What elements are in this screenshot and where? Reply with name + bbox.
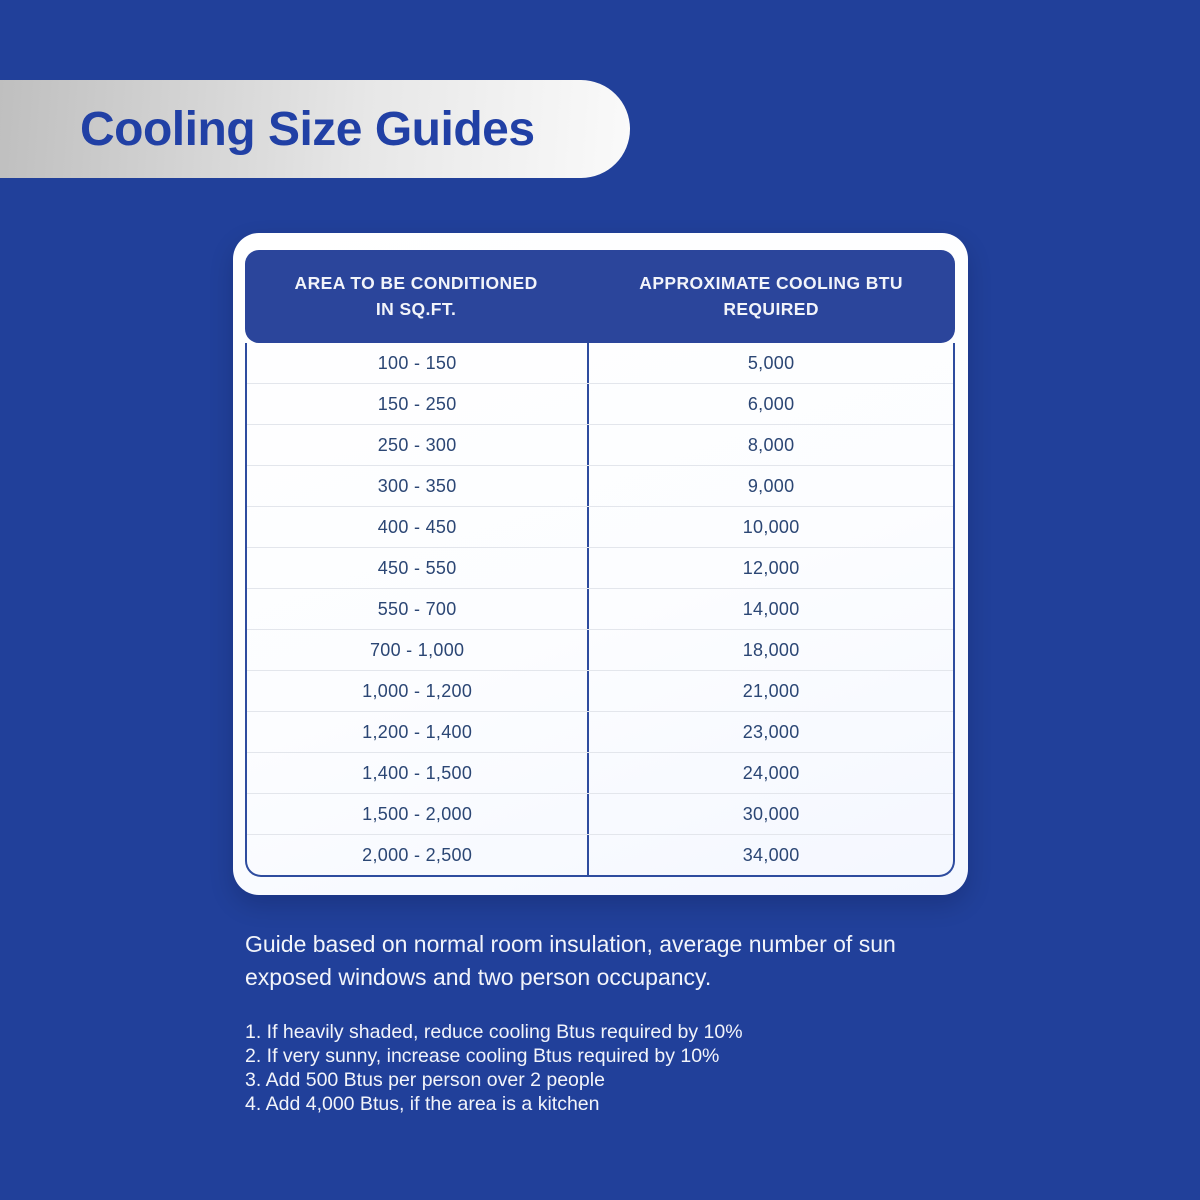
area-cell: 1,000 - 1,200 [362,680,473,701]
table-row: 300 - 350 9,000 [247,465,953,506]
table-row: 100 - 150 5,000 [247,343,953,383]
table-row: 1,200 - 1,400 23,000 [247,711,953,752]
table-row: 250 - 300 8,000 [247,424,953,465]
area-cell: 1,200 - 1,400 [362,721,473,742]
table-header: AREA TO BE CONDITIONED IN SQ.FT. APPROXI… [245,250,955,343]
area-cell: 550 - 700 [377,598,457,619]
btu-cell: 30,000 [587,794,953,834]
header-btu-column: APPROXIMATE COOLING BTU REQUIRED [639,273,903,319]
btu-cell: 23,000 [587,712,953,752]
btu-cell: 8,000 [587,425,953,465]
table-row: 700 - 1,000 18,000 [247,629,953,670]
notes-list: 1. If heavily shaded, reduce cooling Btu… [245,1020,985,1116]
note-item: 2. If very sunny, increase cooling Btus … [245,1045,720,1067]
btu-cell: 6,000 [587,384,953,424]
table-row: 1,400 - 1,500 24,000 [247,752,953,793]
table-row: 400 - 450 10,000 [247,506,953,547]
btu-cell: 9,000 [587,466,953,506]
header-area-column: AREA TO BE CONDITIONED IN SQ.FT. [294,273,538,319]
area-cell: 100 - 150 [377,352,457,373]
area-cell: 300 - 350 [377,475,457,496]
title-banner: Cooling Size Guides [0,80,630,178]
table-row: 1,500 - 2,000 30,000 [247,793,953,834]
table-row: 1,000 - 1,200 21,000 [247,670,953,711]
area-cell: 1,500 - 2,000 [362,803,473,824]
guide-note: Guide based on normal room insulation, a… [245,931,896,990]
btu-cell: 24,000 [587,753,953,793]
area-cell: 700 - 1,000 [369,639,465,660]
table-row: 2,000 - 2,500 34,000 [247,834,953,875]
btu-cell: 21,000 [587,671,953,711]
btu-cell: 14,000 [587,589,953,629]
table-row: 450 - 550 12,000 [247,547,953,588]
btu-cell: 18,000 [587,630,953,670]
area-cell: 250 - 300 [377,434,457,455]
btu-cell: 5,000 [587,343,953,383]
note-item: 3. Add 500 Btus per person over 2 people [245,1069,605,1091]
btu-cell: 10,000 [587,507,953,547]
cooling-size-table-card: AREA TO BE CONDITIONED IN SQ.FT. APPROXI… [233,233,968,895]
table-row: 550 - 700 14,000 [247,588,953,629]
area-cell: 150 - 250 [377,393,457,414]
note-item: 4. Add 4,000 Btus, if the area is a kitc… [245,1093,600,1115]
table-row: 150 - 250 6,000 [247,383,953,424]
table-body: 100 - 150 5,000 150 - 250 6,000 250 - 30… [245,343,955,877]
area-cell: 2,000 - 2,500 [362,844,473,865]
area-cell: 1,400 - 1,500 [362,762,473,783]
note-item: 1. If heavily shaded, reduce cooling Btu… [245,1021,743,1043]
area-cell: 450 - 550 [377,557,457,578]
btu-cell: 12,000 [587,548,953,588]
page-title: Cooling Size Guides [80,102,535,156]
btu-cell: 34,000 [587,835,953,875]
area-cell: 400 - 450 [377,516,457,537]
